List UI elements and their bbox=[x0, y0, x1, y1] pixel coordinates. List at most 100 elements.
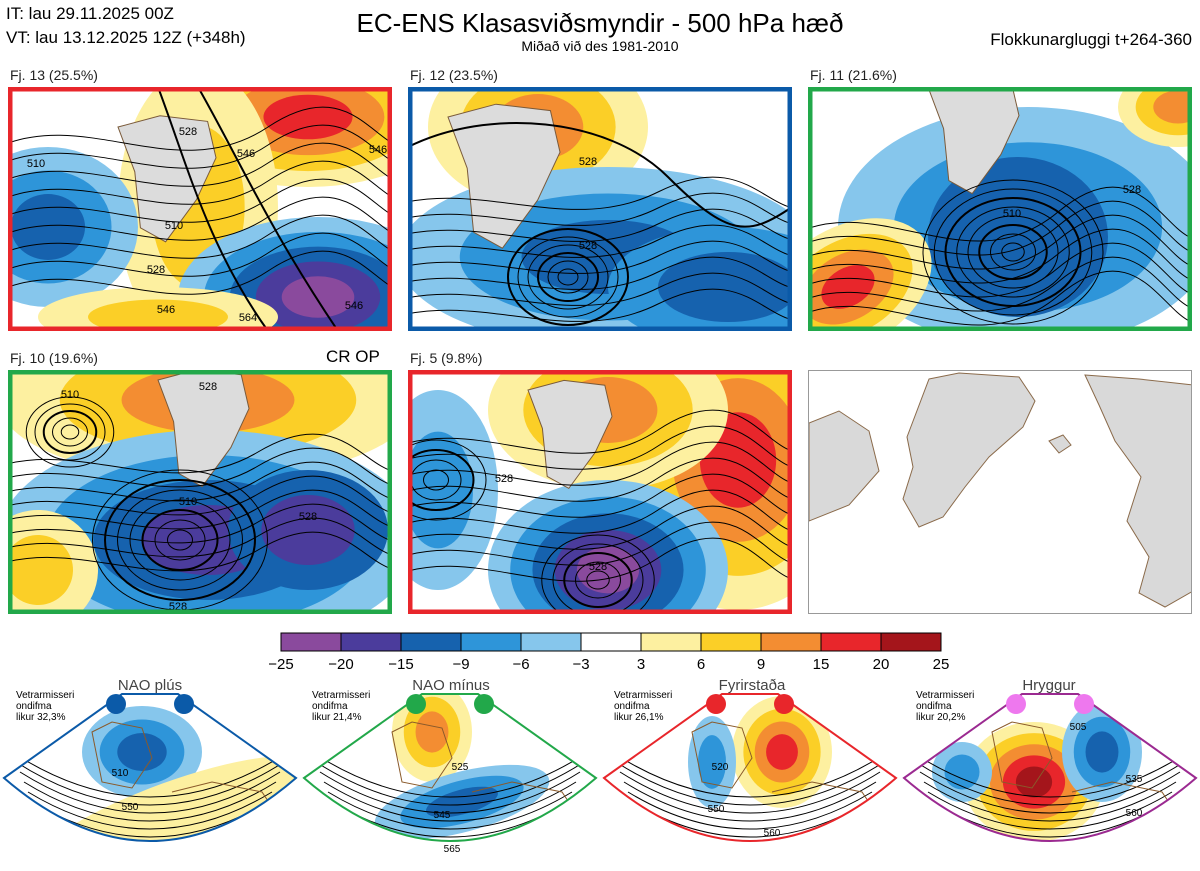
contour-label: 546 bbox=[345, 300, 363, 312]
colorbar-tick-label: −3 bbox=[572, 656, 590, 673]
height-contour bbox=[154, 519, 206, 561]
cluster-frame bbox=[408, 87, 792, 331]
colorbar-tick-label: −9 bbox=[452, 656, 470, 673]
regime-contour-label: 565 bbox=[444, 844, 461, 855]
height-contour bbox=[8, 160, 392, 205]
height-contour bbox=[611, 751, 889, 798]
contour-label: 546 bbox=[237, 148, 255, 160]
contour-label: 528 bbox=[495, 473, 513, 485]
height-contour bbox=[157, 87, 269, 331]
regime-marker-dot bbox=[406, 694, 426, 714]
colorbar-tick-label: −6 bbox=[512, 656, 530, 673]
page-subtitle: Miðað við des 1981-2010 bbox=[521, 38, 679, 54]
height-contour bbox=[408, 537, 792, 582]
regime-title-blocking: Fyrirstaða bbox=[718, 677, 786, 694]
height-contour bbox=[408, 473, 792, 518]
height-contour bbox=[8, 531, 392, 572]
initial-time: IT: lau 29.11.2025 00Z bbox=[6, 4, 174, 23]
regime-marker-dot bbox=[106, 694, 126, 714]
anomaly-shading bbox=[1153, 90, 1192, 124]
regime-fan-outline bbox=[2, 693, 298, 842]
cluster-map-12: 528 528 bbox=[408, 87, 792, 331]
anomaly-shading bbox=[117, 733, 167, 771]
height-contour bbox=[541, 534, 655, 614]
height-contour bbox=[8, 433, 392, 474]
height-contour bbox=[408, 256, 792, 290]
regime-contour-label: 505 bbox=[1070, 722, 1087, 733]
regime-fan-outline bbox=[302, 693, 598, 842]
height-contour bbox=[60, 424, 80, 440]
contour-label: 528 bbox=[299, 511, 317, 523]
anomaly-shading bbox=[1014, 851, 1046, 863]
height-contour bbox=[8, 461, 392, 502]
regime-map-blocking: 520 550 560 bbox=[602, 692, 898, 867]
classification-window: Flokkunargluggi t+264-360 bbox=[990, 30, 1192, 49]
height-contour bbox=[8, 124, 392, 169]
height-contour bbox=[408, 224, 792, 258]
colorbar-segment bbox=[640, 632, 702, 652]
regime-note-nao-plus: Vetrarmisseri ondifma likur 32,3% bbox=[16, 690, 75, 723]
colorbar-tick-label: 15 bbox=[812, 656, 830, 673]
colorbar-tick-label: −25 bbox=[268, 656, 294, 673]
regime-map-ridge: 505 535 560 bbox=[902, 692, 1198, 867]
regime-map-nao-plus: 510 550 bbox=[2, 692, 298, 867]
height-contour bbox=[927, 791, 1173, 830]
height-contour bbox=[8, 232, 392, 277]
colorbar-tick-label: 25 bbox=[932, 656, 950, 673]
colorbar-segment bbox=[880, 632, 942, 652]
regime-note-blocking: Vetrarmisseri ondifma likur 26,1% bbox=[614, 690, 673, 723]
greenland-landmass bbox=[927, 87, 1020, 195]
height-contour bbox=[408, 505, 792, 550]
height-contour bbox=[52, 417, 88, 447]
contour-label: 546 bbox=[157, 304, 175, 316]
height-contour bbox=[537, 252, 599, 302]
height-contour bbox=[619, 771, 881, 814]
colorbar-segment bbox=[700, 632, 762, 652]
contour-label: 510 bbox=[165, 220, 183, 232]
contour-label: 510 bbox=[61, 389, 79, 401]
contour-label: 528 bbox=[199, 381, 217, 393]
anomaly-shading bbox=[88, 299, 228, 331]
height-contour bbox=[557, 268, 579, 286]
height-contour bbox=[967, 215, 1059, 289]
height-contour bbox=[527, 244, 609, 310]
height-contour bbox=[311, 751, 589, 798]
contour-label: 564 bbox=[239, 312, 257, 324]
height-contour bbox=[408, 449, 475, 511]
greenland-landmass bbox=[447, 103, 561, 249]
height-contour bbox=[42, 410, 98, 454]
coastline bbox=[391, 721, 453, 789]
height-contour bbox=[547, 260, 589, 294]
height-contour bbox=[408, 288, 792, 322]
colorbar-segment bbox=[820, 632, 882, 652]
height-contour bbox=[104, 479, 256, 601]
colorbar-segment bbox=[520, 632, 582, 652]
contour-label: 528 bbox=[579, 156, 597, 168]
height-contour bbox=[808, 200, 1192, 256]
anomaly-shading bbox=[928, 157, 1108, 317]
regime-contour-label: 525 bbox=[452, 762, 469, 773]
height-contour bbox=[408, 409, 792, 454]
height-contour bbox=[517, 236, 619, 318]
height-contour bbox=[8, 106, 392, 151]
contour-label: 528 bbox=[147, 264, 165, 276]
anomaly-shading bbox=[426, 786, 498, 818]
colorbar-segment bbox=[460, 632, 522, 652]
cluster-frame bbox=[808, 87, 1192, 331]
regime-contour-label: 560 bbox=[764, 828, 781, 839]
height-contour bbox=[1001, 242, 1025, 262]
anomaly-shading bbox=[415, 711, 449, 753]
height-contour bbox=[808, 186, 1192, 242]
regime-marker-dot bbox=[1006, 694, 1026, 714]
height-contour bbox=[8, 503, 392, 544]
height-contour bbox=[919, 771, 1181, 814]
regime-title-nao-minus: NAO mínus bbox=[412, 677, 490, 694]
height-contour bbox=[408, 489, 792, 534]
cluster-frame bbox=[8, 370, 392, 614]
height-contour bbox=[319, 771, 581, 814]
colorbar-tick-label: 3 bbox=[636, 656, 646, 673]
colorbar-tick-label: 9 bbox=[756, 656, 766, 673]
height-contour bbox=[8, 250, 392, 295]
height-contour bbox=[990, 233, 1036, 271]
coastline bbox=[991, 721, 1053, 789]
